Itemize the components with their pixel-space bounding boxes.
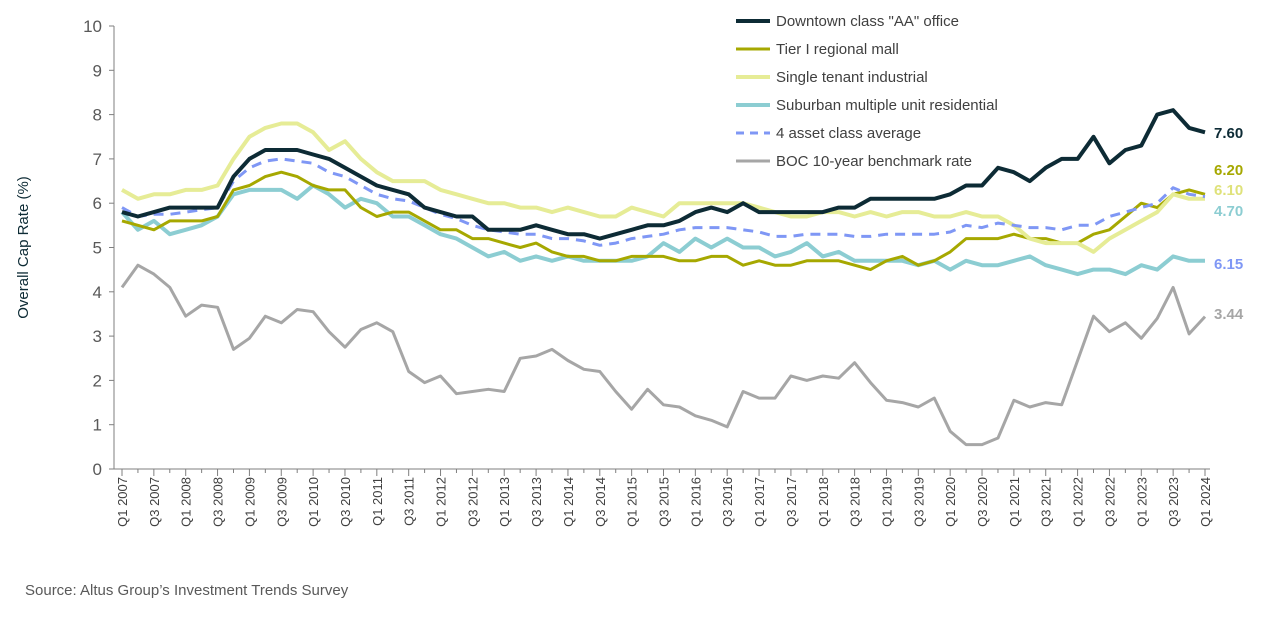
x-tick-label: Q1 2021 bbox=[1007, 477, 1022, 527]
y-tick-label: 1 bbox=[93, 416, 102, 435]
x-tick-label: Q3 2016 bbox=[720, 477, 735, 527]
x-tick-label: Q3 2010 bbox=[338, 477, 353, 527]
y-tick-label: 0 bbox=[93, 460, 102, 479]
x-tick-label: Q1 2017 bbox=[752, 477, 767, 527]
x-tick-label: Q3 2019 bbox=[911, 477, 926, 527]
x-tick-label: Q3 2013 bbox=[529, 477, 544, 527]
y-tick-label: 10 bbox=[83, 17, 102, 36]
x-tick-label: Q3 2012 bbox=[465, 477, 480, 527]
x-tick-label: Q1 2022 bbox=[1071, 477, 1086, 527]
x-tick-label: Q1 2007 bbox=[115, 477, 130, 527]
x-tick-label: Q1 2014 bbox=[561, 477, 576, 527]
series-line-4 bbox=[121, 157, 1206, 247]
x-tick-label: Q3 2014 bbox=[593, 477, 608, 527]
x-tick-label: Q1 2018 bbox=[816, 477, 831, 527]
x-tick-label: Q3 2021 bbox=[1039, 477, 1054, 527]
x-tick-label: Q1 2011 bbox=[370, 477, 385, 526]
x-tick-label: Q3 2015 bbox=[657, 477, 672, 527]
y-tick-label: 6 bbox=[93, 194, 102, 213]
x-tick-label: Q3 2009 bbox=[274, 477, 289, 527]
x-tick-label: Q1 2023 bbox=[1134, 477, 1149, 527]
end-value-label: 6.10 bbox=[1214, 182, 1243, 199]
legend-label: 4 asset class average bbox=[776, 125, 921, 142]
x-tick-label: Q3 2008 bbox=[211, 477, 226, 527]
y-tick-label: 2 bbox=[93, 371, 102, 390]
y-tick-label: 4 bbox=[93, 283, 102, 302]
legend-label: Downtown class "AA" office bbox=[776, 13, 959, 30]
legend-label: Single tenant industrial bbox=[776, 69, 928, 86]
series-line-1 bbox=[121, 170, 1206, 272]
x-tick-label: Q1 2013 bbox=[497, 477, 512, 527]
x-tick-label: Q3 2018 bbox=[848, 477, 863, 527]
series-line-2 bbox=[121, 121, 1205, 254]
x-tick-label: Q3 2022 bbox=[1102, 477, 1117, 527]
end-value-label: 6.15 bbox=[1214, 256, 1243, 273]
legend-label: Suburban multiple unit residential bbox=[776, 97, 998, 114]
y-tick-label: 9 bbox=[93, 61, 102, 80]
x-tick-label: Q1 2010 bbox=[306, 477, 321, 527]
end-value-label: 7.60 bbox=[1214, 125, 1243, 142]
end-value-label: 6.20 bbox=[1214, 162, 1243, 179]
end-labels: 7.60 6.20 6.10 4.70 6.15 3.44 bbox=[1214, 125, 1244, 323]
x-tick-label: Q1 2015 bbox=[625, 477, 640, 527]
axes: 0 1 2 3 4 5 6 7 8 9 10 Overall Cap Rate (%) Q1 2007 Q… bbox=[15, 17, 1213, 527]
x-tick-label: Q1 2008 bbox=[179, 477, 194, 527]
legend: Downtown class "AA" office Tier I regiona… bbox=[736, 13, 998, 170]
legend-label: Tier I regional mall bbox=[776, 41, 899, 58]
legend-label: BOC 10-year benchmark rate bbox=[776, 153, 972, 170]
x-tick-label: Q3 2007 bbox=[147, 477, 162, 527]
end-value-label: 3.44 bbox=[1214, 306, 1244, 323]
y-tick-label: 5 bbox=[93, 239, 102, 258]
x-tick-label: Q1 2020 bbox=[943, 477, 958, 527]
x-tick-label: Q1 2009 bbox=[242, 477, 257, 527]
x-tick-label: Q1 2024 bbox=[1198, 477, 1213, 527]
end-value-label: 4.70 bbox=[1214, 203, 1243, 220]
x-tick-label: Q3 2017 bbox=[784, 477, 799, 527]
y-axis-title: Overall Cap Rate (%) bbox=[15, 176, 32, 319]
series-lines bbox=[120, 108, 1207, 447]
source-note: Source: Altus Group’s Investment Trends … bbox=[25, 582, 349, 599]
y-tick-label: 7 bbox=[93, 150, 102, 169]
series-line-3 bbox=[120, 183, 1205, 277]
x-tick-label: Q1 2019 bbox=[879, 477, 894, 527]
x-tick-label: Q1 2012 bbox=[434, 477, 449, 527]
y-tick-label: 3 bbox=[93, 327, 102, 346]
x-tick-label: Q1 2016 bbox=[688, 477, 703, 527]
x-tick-label: Q3 2020 bbox=[975, 477, 990, 527]
x-tick-label: Q3 2011 bbox=[402, 477, 417, 526]
series-line-0 bbox=[121, 108, 1206, 241]
x-tick-label: Q3 2023 bbox=[1166, 477, 1181, 527]
y-tick-label: 8 bbox=[93, 106, 102, 125]
series-line-5 bbox=[120, 263, 1207, 447]
